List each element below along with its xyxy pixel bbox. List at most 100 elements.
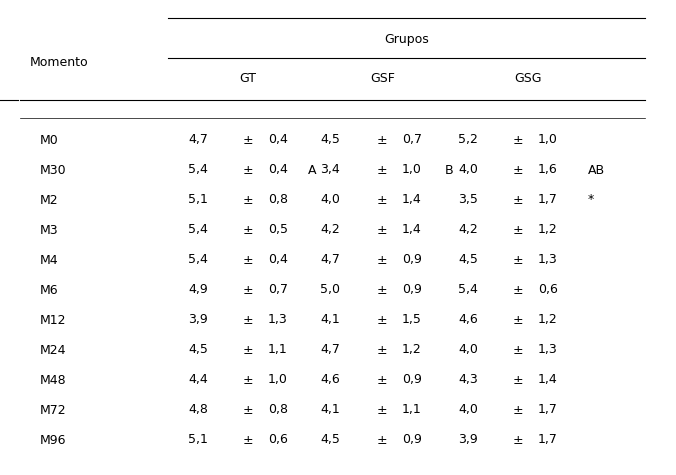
Text: ±: ± (377, 343, 387, 357)
Text: 1,5: 1,5 (402, 314, 422, 326)
Text: ±: ± (512, 133, 523, 146)
Text: 1,1: 1,1 (402, 403, 422, 417)
Text: ±: ± (243, 314, 254, 326)
Text: 5,2: 5,2 (458, 133, 478, 146)
Text: ±: ± (512, 284, 523, 296)
Text: ±: ± (512, 163, 523, 177)
Text: 4,5: 4,5 (320, 434, 340, 446)
Text: 0,6: 0,6 (268, 434, 288, 446)
Text: ±: ± (512, 343, 523, 357)
Text: 5,0: 5,0 (320, 284, 340, 296)
Text: 1,6: 1,6 (538, 163, 558, 177)
Text: ±: ± (512, 403, 523, 417)
Text: 4,7: 4,7 (188, 133, 208, 146)
Text: ±: ± (243, 163, 254, 177)
Text: GT: GT (239, 72, 256, 85)
Text: 4,5: 4,5 (458, 254, 478, 266)
Text: M72: M72 (40, 403, 67, 417)
Text: 1,0: 1,0 (538, 133, 558, 146)
Text: 1,3: 1,3 (268, 314, 288, 326)
Text: 5,4: 5,4 (458, 284, 478, 296)
Text: 4,9: 4,9 (188, 284, 208, 296)
Text: 4,1: 4,1 (320, 314, 340, 326)
Text: 1,2: 1,2 (538, 224, 558, 237)
Text: GSF: GSF (370, 72, 395, 85)
Text: 1,4: 1,4 (402, 224, 422, 237)
Text: 1,7: 1,7 (538, 434, 558, 446)
Text: ±: ± (377, 284, 387, 296)
Text: 5,4: 5,4 (188, 224, 208, 237)
Text: 3,4: 3,4 (320, 163, 340, 177)
Text: ±: ± (243, 284, 254, 296)
Text: 0,4: 0,4 (268, 133, 288, 146)
Text: ±: ± (512, 254, 523, 266)
Text: 4,5: 4,5 (188, 343, 208, 357)
Text: ±: ± (512, 224, 523, 237)
Text: 0,7: 0,7 (402, 133, 422, 146)
Text: 4,0: 4,0 (458, 343, 478, 357)
Text: 4,0: 4,0 (458, 403, 478, 417)
Text: 4,0: 4,0 (458, 163, 478, 177)
Text: ±: ± (512, 434, 523, 446)
Text: *: * (588, 193, 594, 207)
Text: M4: M4 (40, 254, 59, 266)
Text: 0,6: 0,6 (538, 284, 558, 296)
Text: M3: M3 (40, 224, 59, 237)
Text: 4,7: 4,7 (320, 254, 340, 266)
Text: 0,5: 0,5 (268, 224, 288, 237)
Text: ±: ± (377, 373, 387, 387)
Text: ±: ± (377, 163, 387, 177)
Text: Momento: Momento (30, 56, 89, 68)
Text: 0,8: 0,8 (268, 193, 288, 207)
Text: ±: ± (377, 254, 387, 266)
Text: 4,2: 4,2 (458, 224, 478, 237)
Text: 0,4: 0,4 (268, 163, 288, 177)
Text: 5,1: 5,1 (188, 193, 208, 207)
Text: 1,7: 1,7 (538, 403, 558, 417)
Text: 1,7: 1,7 (538, 193, 558, 207)
Text: 1,3: 1,3 (538, 343, 558, 357)
Text: ±: ± (377, 133, 387, 146)
Text: 0,9: 0,9 (402, 284, 422, 296)
Text: ±: ± (243, 224, 254, 237)
Text: ±: ± (243, 193, 254, 207)
Text: 1,2: 1,2 (402, 343, 422, 357)
Text: 1,0: 1,0 (402, 163, 422, 177)
Text: 0,7: 0,7 (268, 284, 288, 296)
Text: ±: ± (243, 343, 254, 357)
Text: 4,3: 4,3 (458, 373, 478, 387)
Text: 4,5: 4,5 (320, 133, 340, 146)
Text: M24: M24 (40, 343, 66, 357)
Text: 0,8: 0,8 (268, 403, 288, 417)
Text: 5,1: 5,1 (188, 434, 208, 446)
Text: 4,6: 4,6 (320, 373, 340, 387)
Text: AB: AB (588, 163, 605, 177)
Text: M96: M96 (40, 434, 66, 446)
Text: 3,9: 3,9 (188, 314, 208, 326)
Text: 5,4: 5,4 (188, 254, 208, 266)
Text: 3,9: 3,9 (458, 434, 478, 446)
Text: ±: ± (243, 254, 254, 266)
Text: Grupos: Grupos (384, 34, 429, 47)
Text: 0,9: 0,9 (402, 434, 422, 446)
Text: ±: ± (377, 434, 387, 446)
Text: 1,1: 1,1 (268, 343, 288, 357)
Text: 0,9: 0,9 (402, 373, 422, 387)
Text: 3,5: 3,5 (458, 193, 478, 207)
Text: M2: M2 (40, 193, 59, 207)
Text: M6: M6 (40, 284, 59, 296)
Text: 5,4: 5,4 (188, 163, 208, 177)
Text: 1,0: 1,0 (268, 373, 288, 387)
Text: 0,4: 0,4 (268, 254, 288, 266)
Text: ±: ± (512, 193, 523, 207)
Text: 1,4: 1,4 (402, 193, 422, 207)
Text: ±: ± (243, 434, 254, 446)
Text: ±: ± (512, 373, 523, 387)
Text: ±: ± (377, 224, 387, 237)
Text: 0,9: 0,9 (402, 254, 422, 266)
Text: ±: ± (377, 193, 387, 207)
Text: GSG: GSG (514, 72, 541, 85)
Text: ±: ± (512, 314, 523, 326)
Text: M48: M48 (40, 373, 67, 387)
Text: 1,2: 1,2 (538, 314, 558, 326)
